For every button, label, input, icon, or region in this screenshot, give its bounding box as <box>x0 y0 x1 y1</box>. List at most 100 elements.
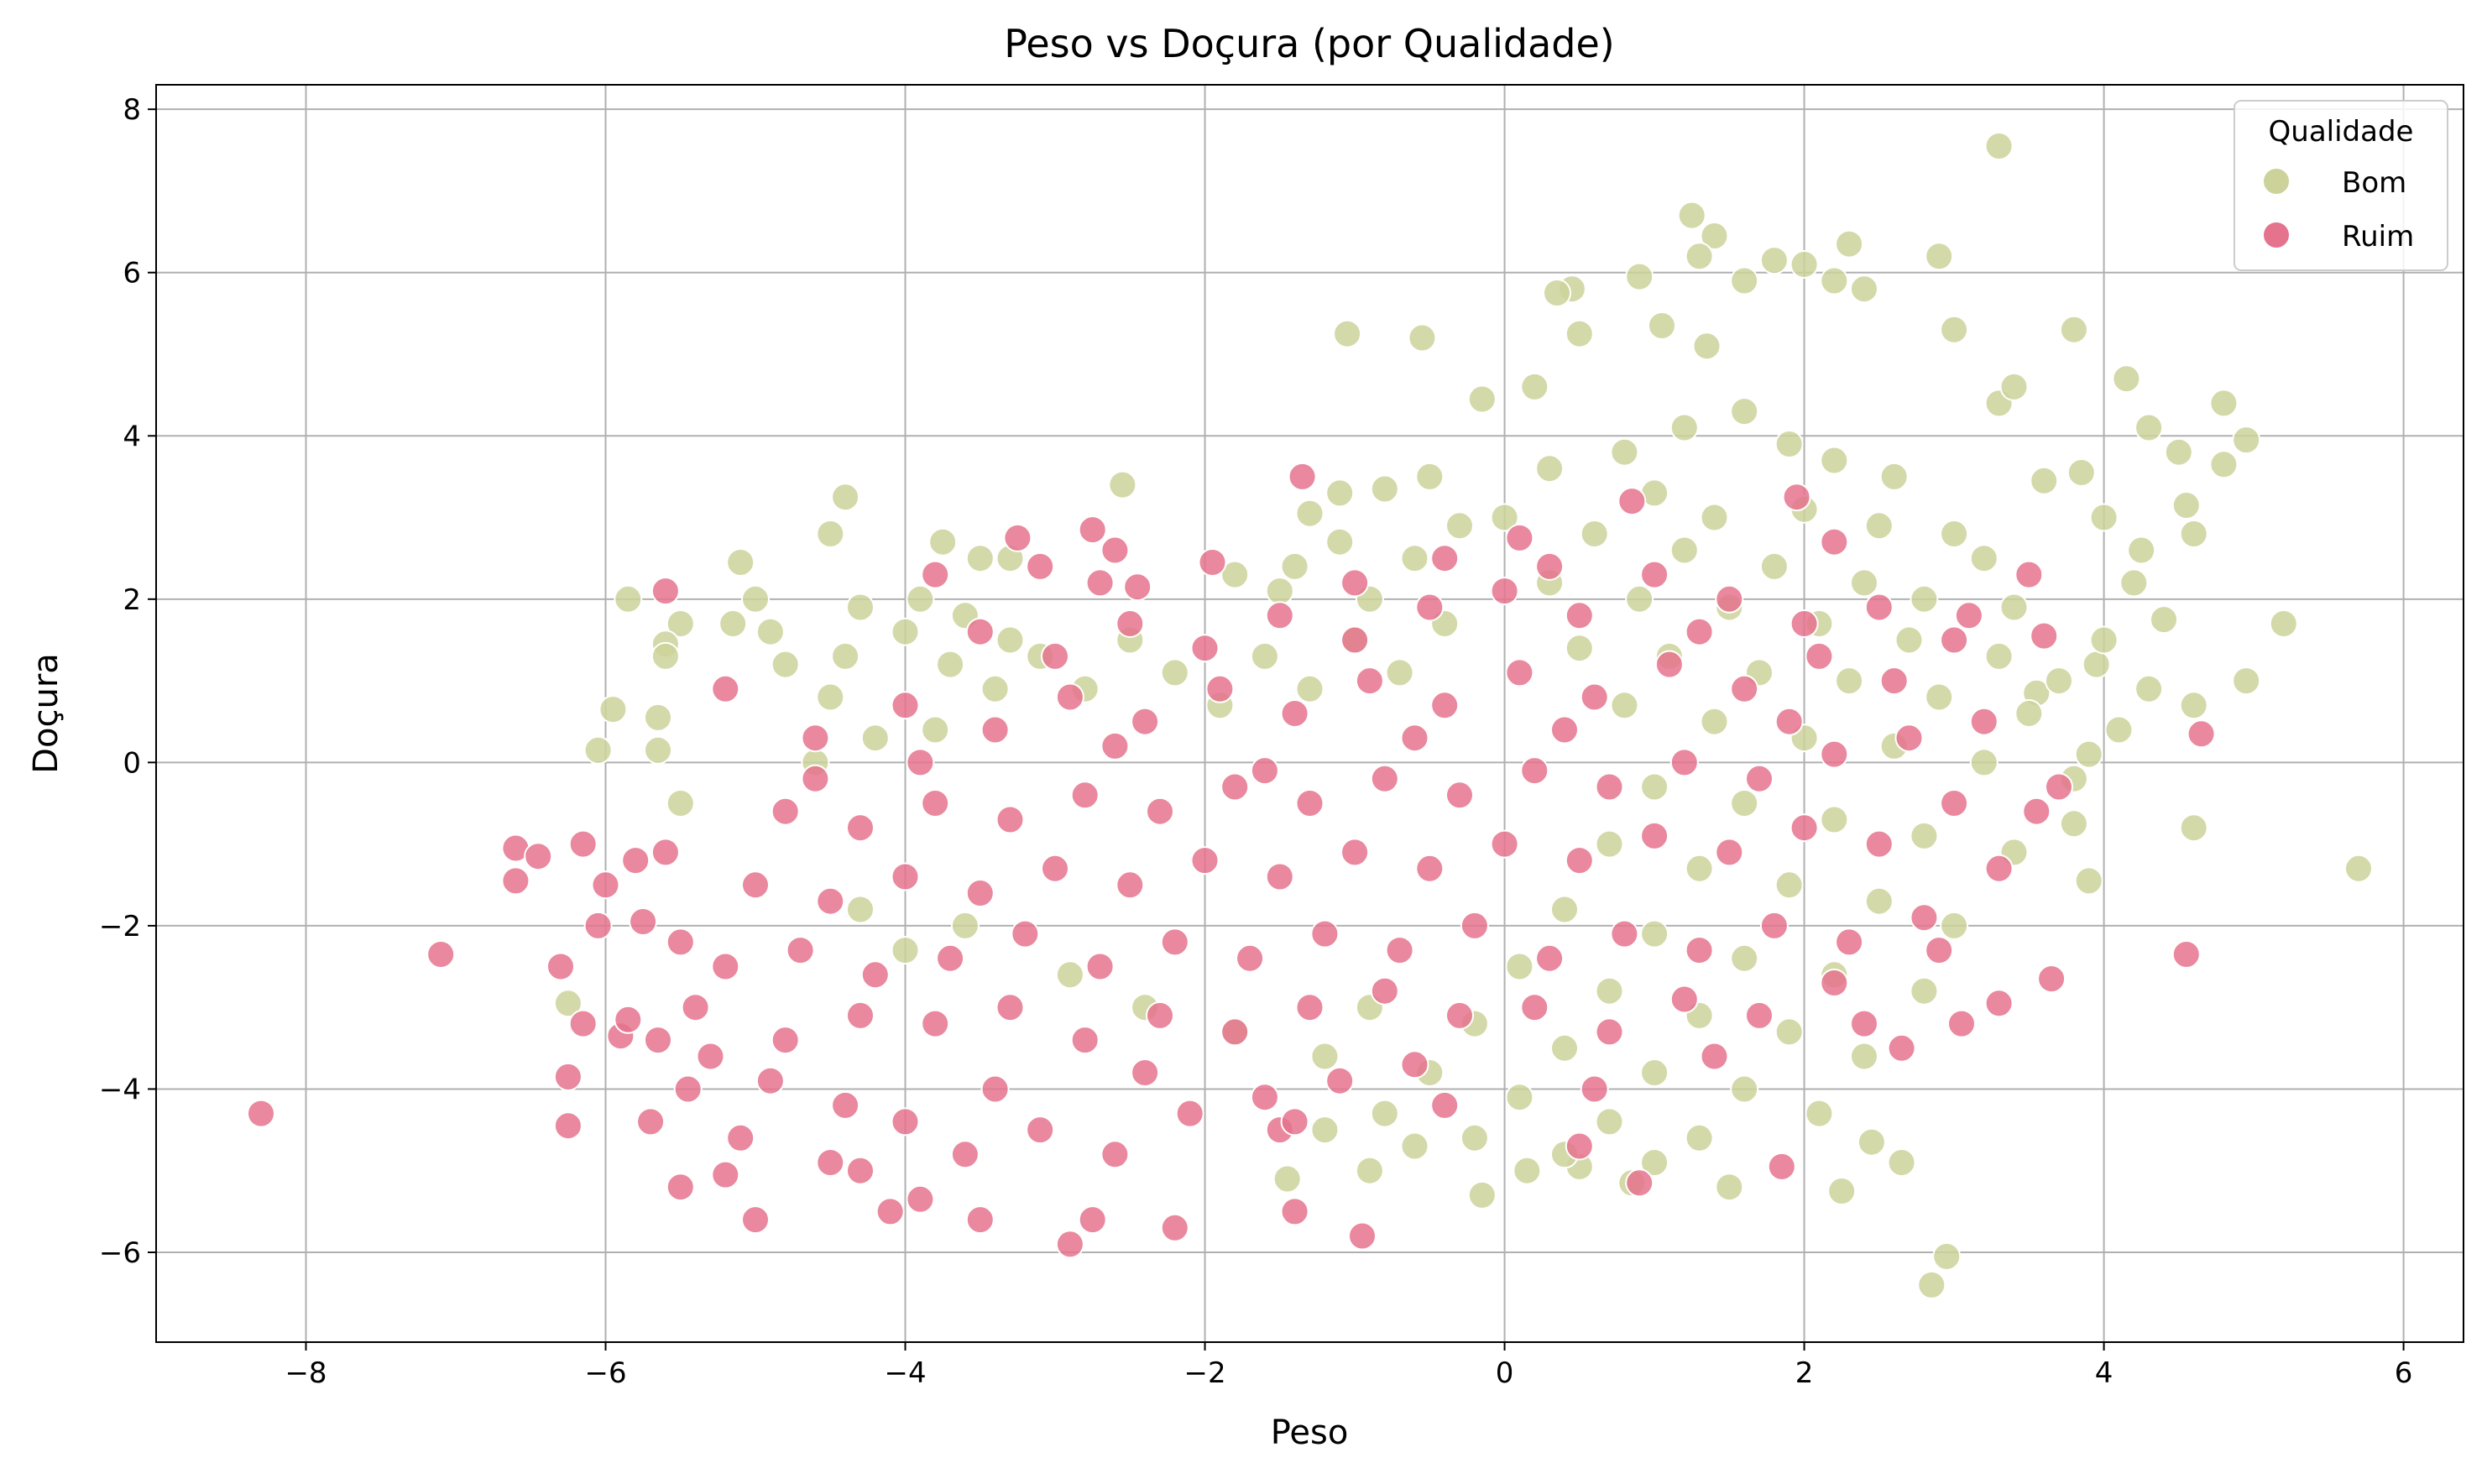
data-point-ruim <box>1340 568 1370 598</box>
data-point-ruim <box>2030 621 2059 651</box>
data-point-ruim <box>995 993 1025 1022</box>
data-point-bom <box>1827 1177 1857 1205</box>
data-point-ruim <box>846 813 875 843</box>
data-point-ruim <box>1984 989 2014 1018</box>
data-point-bom <box>1535 454 1565 483</box>
data-point-bom <box>1625 584 1654 614</box>
data-point-ruim <box>1236 943 1265 973</box>
data-point-bom <box>644 735 672 765</box>
data-point-ruim <box>1445 1001 1474 1030</box>
data-point-bom <box>2127 536 2156 565</box>
legend: Qualidade Bom Ruim <box>2234 100 2448 271</box>
data-point-bom <box>1940 520 1969 548</box>
data-point-bom <box>2104 715 2134 745</box>
data-point-ruim <box>1250 756 1279 786</box>
data-point-ruim <box>950 1140 980 1169</box>
data-point-bom <box>666 789 695 818</box>
data-point-ruim <box>1041 641 1069 671</box>
data-point-ruim <box>1085 952 1115 981</box>
data-point-ruim <box>1864 593 1894 622</box>
data-point-ruim <box>1430 691 1460 720</box>
data-point-bom <box>2171 491 2201 520</box>
data-point-bom <box>1932 1241 1962 1271</box>
data-point-ruim <box>524 842 553 871</box>
data-point-bom <box>1490 503 1519 532</box>
data-point-bom <box>2209 450 2239 479</box>
data-point-ruim <box>1400 1050 1429 1079</box>
data-point-ruim <box>650 577 680 606</box>
data-point-ruim <box>1947 1009 1976 1038</box>
data-point-bom <box>1520 372 1549 401</box>
data-point-ruim <box>755 1066 785 1095</box>
data-point-bom <box>2150 605 2178 635</box>
data-point-bom <box>1969 544 1998 573</box>
data-point-ruim <box>1355 666 1384 696</box>
data-point-bom <box>1774 870 1804 900</box>
data-point-bom <box>771 650 800 679</box>
data-point-bom <box>1730 397 1759 426</box>
data-point-ruim <box>741 1205 770 1235</box>
data-point-ruim <box>1385 936 1414 965</box>
data-point-bom <box>1250 641 1279 671</box>
data-point-ruim <box>2037 964 2066 994</box>
data-point-ruim <box>1535 943 1565 973</box>
data-point-bom <box>1648 311 1676 340</box>
data-point-ruim <box>1887 1033 1916 1063</box>
data-point-bom <box>1999 593 2029 622</box>
data-point-bom <box>1850 568 1878 598</box>
data-point-ruim <box>1505 658 1534 687</box>
data-point-bom <box>1370 474 1399 504</box>
data-point-ruim <box>1745 1001 1774 1030</box>
data-point-bom <box>2179 520 2208 548</box>
data-point-bom <box>1310 1116 1340 1145</box>
data-point-bom <box>1685 242 1714 271</box>
data-point-bom <box>1999 372 2029 401</box>
data-point-ruim <box>1730 674 1759 703</box>
data-point-bom <box>1640 1058 1669 1087</box>
data-point-ruim <box>1115 609 1145 638</box>
data-point-bom <box>1280 551 1309 581</box>
data-point-bom <box>831 483 860 512</box>
data-point-bom <box>583 735 613 765</box>
x-tick-label: −4 <box>884 1356 926 1390</box>
data-point-bom <box>1692 332 1722 361</box>
data-point-ruim <box>1954 601 1983 630</box>
data-point-bom <box>1730 943 1759 973</box>
data-point-ruim <box>1595 772 1624 802</box>
data-point-ruim <box>1295 993 1324 1022</box>
data-point-ruim <box>1715 838 1744 867</box>
data-point-ruim <box>816 1148 845 1177</box>
data-point-bom <box>1917 1270 1946 1299</box>
data-point-bom <box>1505 952 1534 981</box>
data-point-ruim <box>1160 1213 1189 1242</box>
data-point-bom <box>1864 886 1894 916</box>
data-point-bom <box>1887 1148 1916 1177</box>
data-point-bom <box>2164 437 2193 467</box>
data-point-bom <box>1460 1123 1489 1152</box>
x-tick-label: 0 <box>1496 1356 1514 1390</box>
data-point-ruim <box>1430 1090 1460 1120</box>
data-point-bom <box>1759 551 1789 581</box>
data-point-ruim <box>553 1062 583 1091</box>
data-point-ruim <box>1175 1099 1204 1128</box>
data-point-ruim <box>247 1099 275 1128</box>
data-point-bom <box>1969 748 1998 777</box>
data-point-ruim <box>1295 789 1324 818</box>
data-point-ruim <box>1610 919 1639 948</box>
data-point-ruim <box>846 1156 875 1185</box>
data-point-bom <box>2059 809 2088 839</box>
data-point-ruim <box>2014 560 2044 589</box>
data-point-bom <box>1805 1099 1834 1128</box>
data-point-ruim <box>1820 527 1849 556</box>
data-point-bom <box>1400 1131 1429 1161</box>
y-tick-label: −4 <box>99 1073 141 1106</box>
data-point-bom <box>921 715 950 745</box>
data-point-bom <box>741 584 770 614</box>
x-tick-label: 2 <box>1795 1356 1814 1390</box>
data-point-ruim <box>1085 568 1115 598</box>
data-point-ruim <box>1685 617 1714 646</box>
plot-frame <box>155 84 2464 1343</box>
data-point-ruim <box>1767 1152 1796 1181</box>
data-point-ruim <box>1026 1116 1055 1145</box>
